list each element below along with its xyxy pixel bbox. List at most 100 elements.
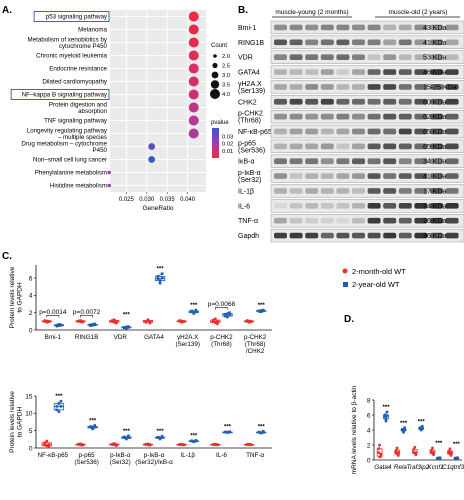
y-tick-label: 2	[367, 442, 371, 449]
blot-band	[305, 143, 319, 150]
category-label: p-IκB-α (Ser32)	[110, 452, 131, 466]
y-tick-label: 0	[29, 327, 33, 334]
blot-band	[414, 113, 428, 120]
blot-band	[414, 232, 428, 239]
blot-band	[305, 113, 319, 120]
blot-band	[398, 158, 412, 165]
old-point	[226, 431, 229, 434]
significance-stars: ***	[224, 425, 232, 431]
blot-band	[398, 128, 412, 135]
blot-band	[305, 84, 319, 90]
young-point	[47, 319, 51, 323]
blot-band	[430, 203, 443, 209]
blot-band	[274, 188, 287, 194]
blot-band	[414, 54, 428, 60]
young-point	[213, 321, 217, 325]
y-tick-label: 4	[29, 293, 33, 300]
blot-size: 34 KDa	[423, 159, 446, 166]
old-point	[261, 431, 265, 434]
color-legend-label: 0.02	[222, 142, 233, 148]
gene-ratio-dot	[188, 128, 199, 139]
young-point	[114, 319, 118, 323]
blot-band	[445, 173, 459, 179]
old-point	[418, 426, 422, 430]
gene-ratio-dot	[107, 183, 111, 188]
blot-band	[305, 98, 319, 105]
x-tick-label: 0.040	[180, 197, 196, 203]
blot-band	[352, 173, 365, 179]
blot-band	[383, 54, 397, 60]
blot-band	[352, 54, 365, 60]
old-point	[420, 427, 424, 430]
young-point	[45, 439, 49, 443]
blot-band	[398, 39, 412, 46]
blot-size: 46 KDa	[423, 70, 446, 77]
blot-band	[383, 39, 397, 46]
blot-band	[430, 158, 443, 165]
blot-band	[305, 69, 319, 75]
size-legend-label: 2.0	[222, 54, 230, 60]
old-point	[125, 436, 128, 440]
blot-band	[367, 39, 381, 46]
panel-a-plot-area	[110, 10, 206, 192]
blot-band	[320, 84, 334, 90]
old-point	[160, 276, 164, 280]
blot-band	[383, 188, 397, 194]
category-label: IL-1β	[180, 452, 195, 459]
panel-d-plot: 0 2 4 6 8 mRNA levels relative to β-actin Gata…	[351, 385, 464, 474]
blot-band	[352, 232, 365, 239]
term-label: Drug metabolism – cytochrome P450	[21, 140, 107, 154]
blot-band	[445, 143, 459, 150]
blot-band	[320, 113, 334, 120]
term-label: Protein digestion and absorption	[49, 101, 108, 115]
term-label: NF–kappa B signaling pathway	[22, 92, 108, 99]
blot-band	[274, 232, 287, 239]
old-point	[194, 310, 198, 314]
blot-band	[383, 84, 397, 90]
blot-band	[398, 69, 412, 75]
blot-band	[305, 217, 319, 224]
young-point	[43, 441, 47, 445]
category-label: C1qtnf3	[442, 464, 464, 471]
blot-band	[430, 24, 443, 31]
old-point	[402, 430, 405, 434]
old-point	[259, 309, 263, 312]
blot-band	[430, 69, 443, 75]
blot-band	[383, 69, 397, 75]
term-label: Histidine metabolism	[50, 183, 107, 190]
category-label: γH2A.X (Ser139)	[175, 334, 200, 348]
color-legend-label: 0.03	[222, 135, 233, 141]
significance-stars: ***	[123, 313, 131, 319]
term-label: TNF signaling pathway	[44, 118, 108, 125]
blot-band	[274, 84, 287, 90]
blot-band	[367, 232, 381, 239]
blot-label: Bmi-1	[238, 25, 256, 32]
old-point	[55, 405, 59, 408]
category-label: p-CHK2 (Thr68)/CHK2	[244, 334, 267, 355]
blot-band	[445, 98, 459, 105]
blot-band	[383, 173, 397, 179]
old-point	[384, 417, 388, 421]
p-value-label: p=0.0068	[208, 301, 236, 308]
blot-band	[445, 113, 459, 120]
blot-band	[320, 39, 334, 46]
blot-band	[336, 128, 350, 135]
significance-stars: ***	[258, 424, 266, 430]
blot-band	[367, 98, 381, 105]
legend-marker-old	[343, 282, 348, 287]
blot-band	[320, 69, 334, 75]
blot-band	[320, 203, 334, 209]
blot-band	[414, 39, 428, 46]
y-tick-label: 4	[367, 427, 371, 434]
blot-band	[445, 232, 459, 239]
blot-band	[445, 84, 459, 90]
blot-label: IL-1β	[238, 188, 254, 195]
young-point	[146, 443, 150, 447]
blot-band	[383, 217, 397, 224]
y-axis-label: Protein levels relativeto GAPDH	[9, 391, 24, 453]
blot-band	[367, 143, 381, 150]
blot-band	[398, 217, 412, 224]
panel-c-top-plot: 0 2 4 6 Protein levels relativeto GAPDH Bmi-1…	[9, 265, 272, 355]
old-point	[194, 439, 198, 443]
